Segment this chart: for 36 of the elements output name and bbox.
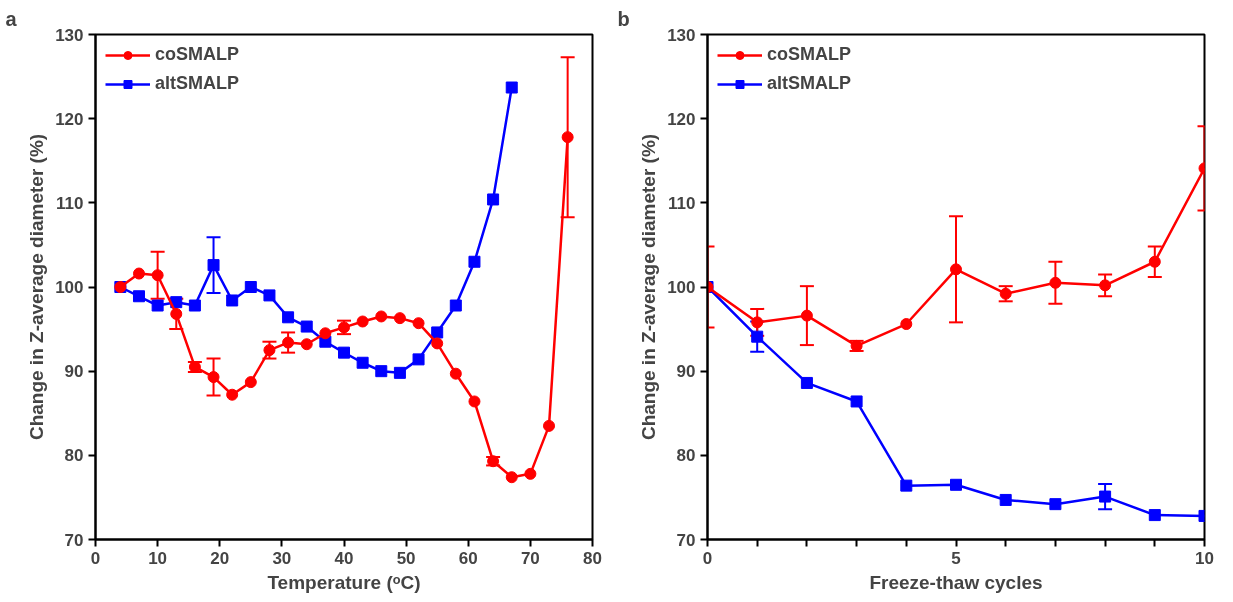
x-tick-label: 40 — [334, 548, 354, 568]
legend-label: altSMALP — [155, 73, 240, 94]
x-tick-label: 70 — [520, 548, 540, 568]
y-tick-label: 130 — [55, 25, 84, 45]
y-tick-label: 100 — [55, 278, 84, 297]
y-tick-label: 100 — [667, 278, 696, 297]
chart-title: b — [617, 7, 630, 30]
chart-title: a — [5, 7, 18, 30]
y-tick-label: 90 — [64, 362, 84, 382]
y-tick-label: 80 — [676, 446, 696, 466]
y-tick-label: 70 — [64, 530, 84, 550]
legend-label: coSMALP — [155, 44, 240, 65]
x-tick-label: 60 — [458, 548, 478, 568]
y-tick-label: 110 — [668, 193, 696, 213]
x-tick-label: 10 — [148, 548, 168, 568]
y-tick-label: 120 — [667, 109, 696, 129]
y-tick-label: 90 — [676, 362, 696, 382]
y-axis-title: Change in Z-average diameter (%) — [638, 133, 660, 441]
x-tick-label: 50 — [396, 548, 416, 568]
x-axis-title: Temperature (ᵒC) — [267, 571, 421, 593]
x-tick-label: 30 — [272, 548, 292, 568]
x-tick-label: 20 — [210, 548, 230, 568]
legend-label: altSMALP — [767, 73, 852, 94]
y-tick-label: 120 — [55, 109, 84, 129]
x-tick-label: 5 — [951, 548, 961, 568]
x-tick-label: 0 — [702, 548, 713, 568]
y-tick-label: 80 — [64, 446, 84, 466]
x-tick-label: 10 — [1195, 548, 1214, 568]
y-tick-label: 70 — [676, 530, 696, 550]
x-tick-label: 80 — [583, 548, 602, 568]
legend-label: coSMALP — [767, 44, 852, 65]
y-tick-label: 110 — [56, 193, 84, 213]
x-axis-title: Freeze-thaw cycles — [869, 571, 1043, 593]
y-tick-label: 130 — [667, 25, 696, 45]
y-axis-title: Change in Z-average diameter (%) — [26, 133, 48, 441]
x-tick-label: 0 — [90, 548, 101, 568]
